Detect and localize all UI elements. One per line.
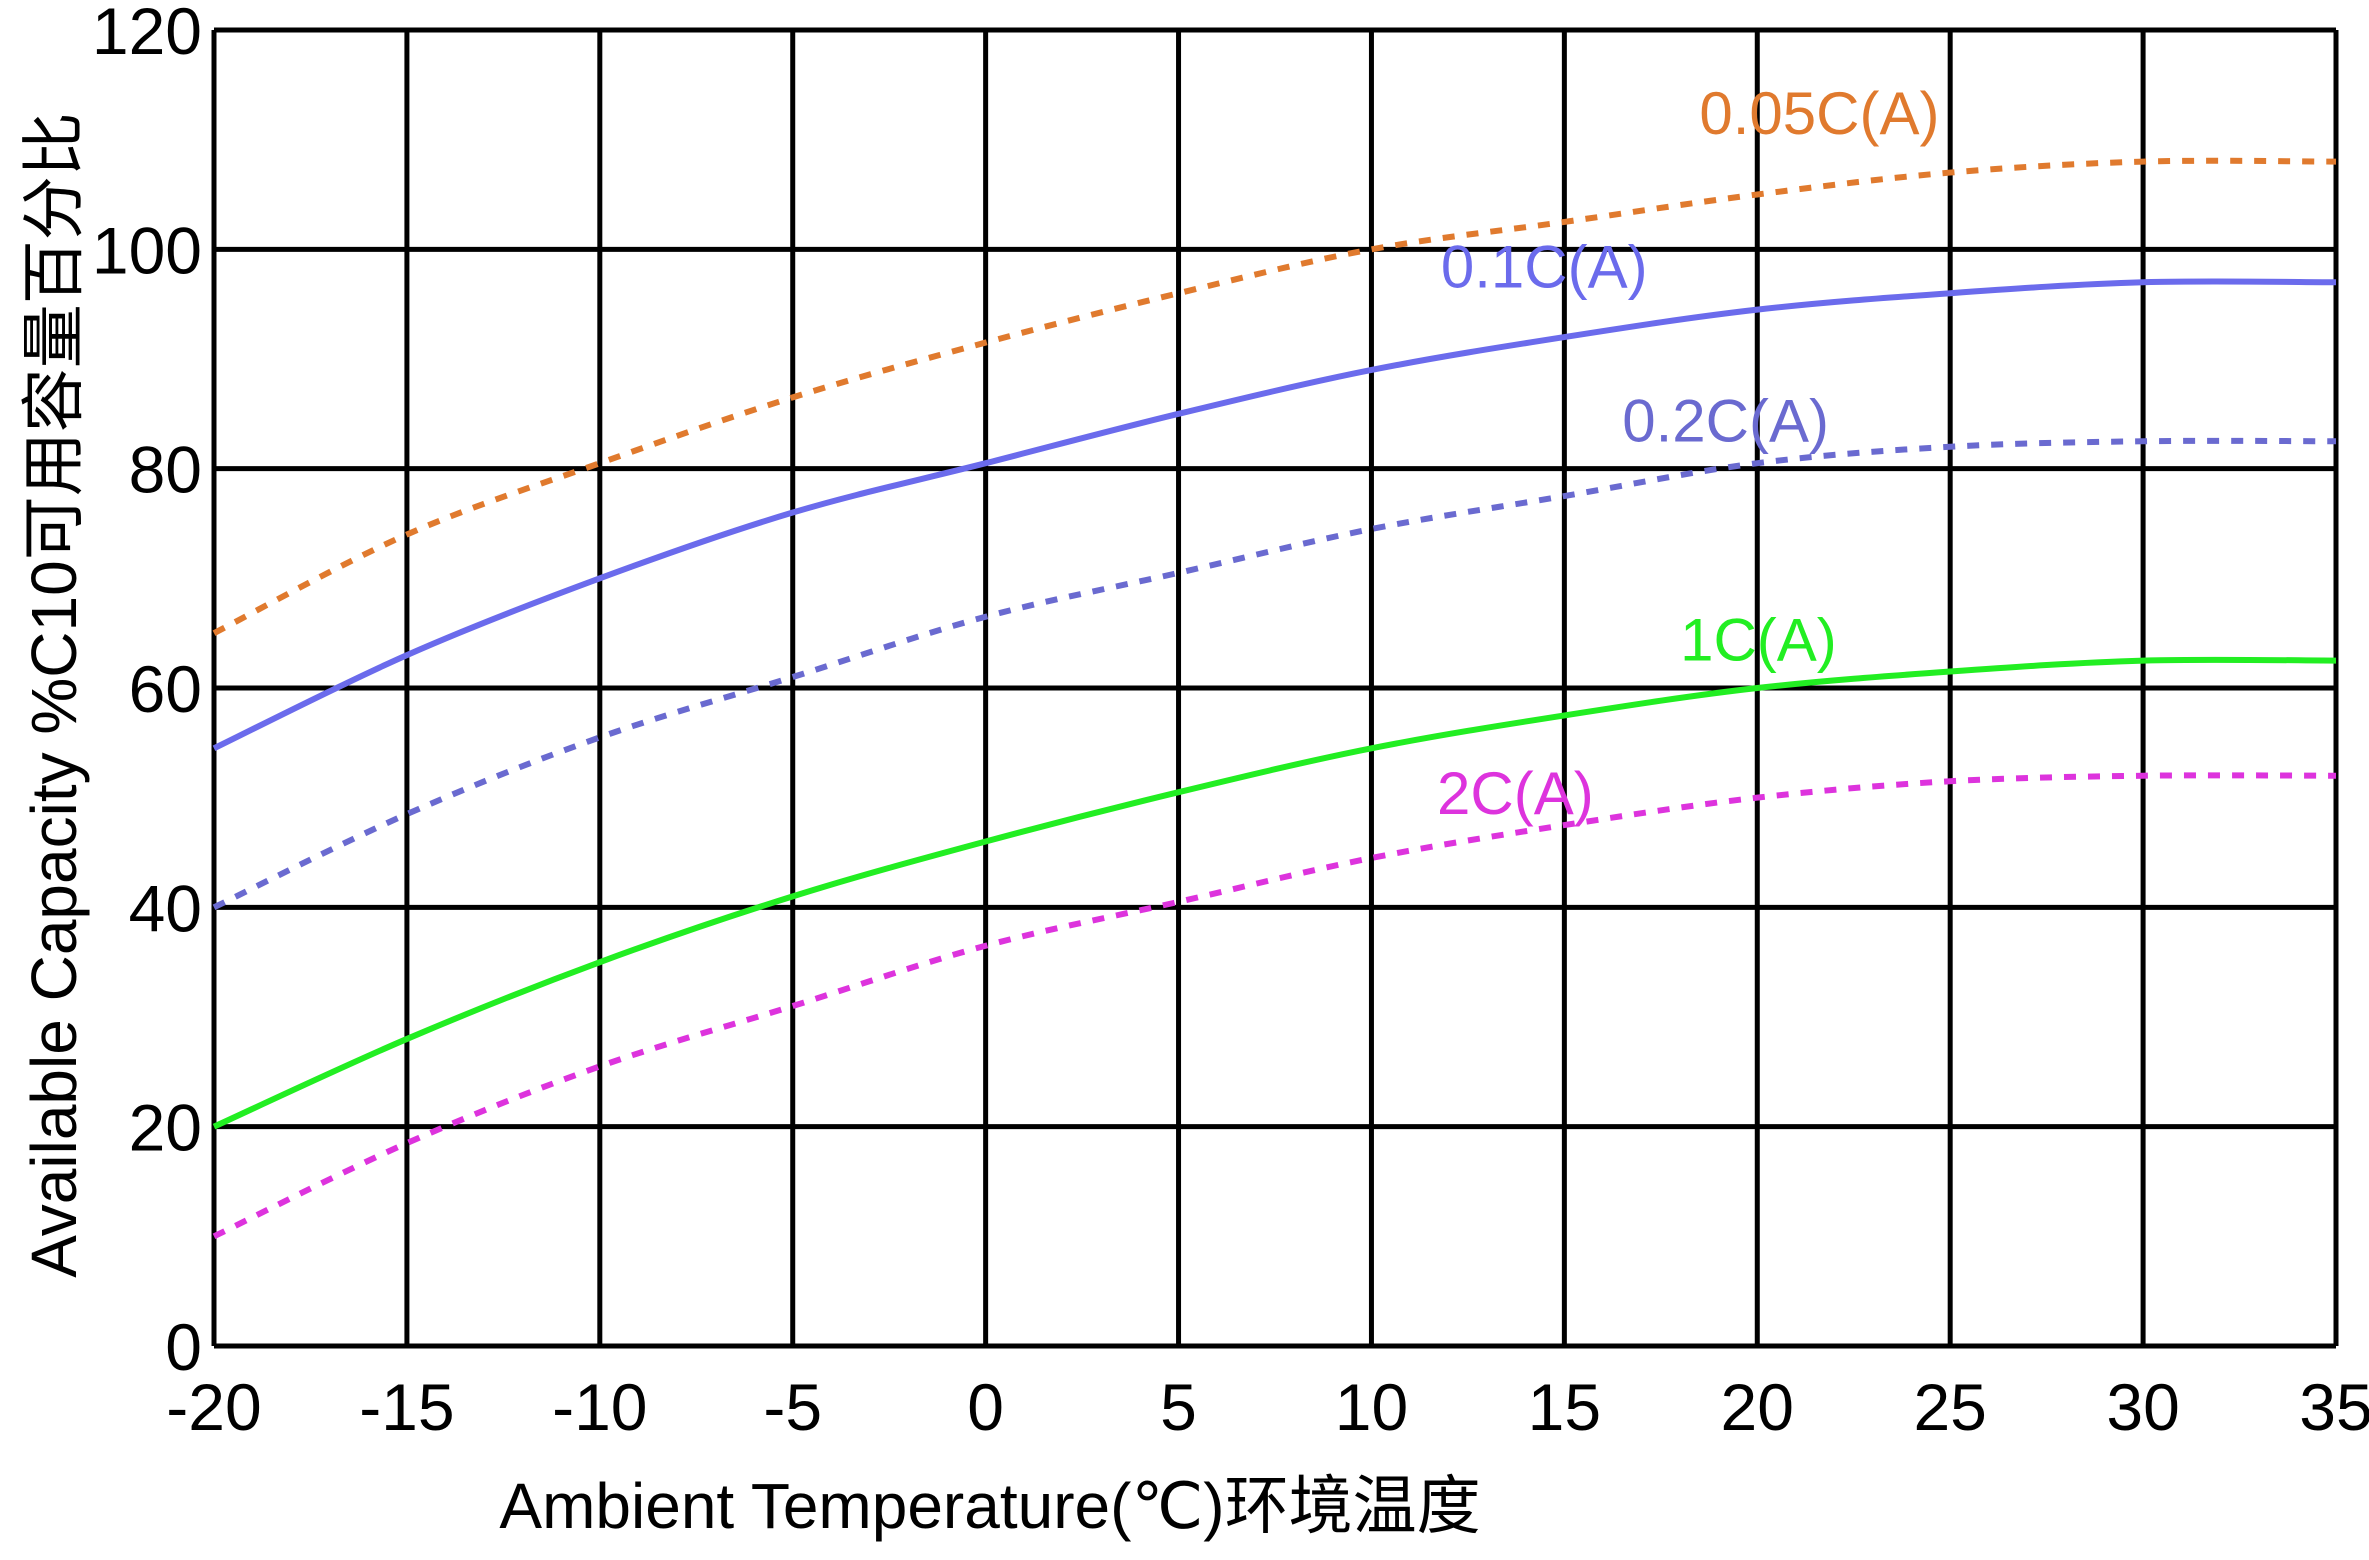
x-axis-title: Ambient Temperature(℃)环境温度 <box>499 1470 1480 1542</box>
x-tick-label-7: 15 <box>1528 1370 1601 1444</box>
y-tick-label-2: 40 <box>129 871 202 945</box>
x-tick-label-2: -10 <box>552 1370 647 1444</box>
series-line-0-1c <box>212 278 2337 752</box>
series-lines <box>212 157 2337 1240</box>
y-tick-label-0: 0 <box>165 1310 202 1384</box>
x-tick-label-8: 20 <box>1721 1370 1794 1444</box>
x-tick-label-5: 5 <box>1160 1370 1197 1444</box>
y-tick-label-1: 20 <box>129 1091 202 1165</box>
x-tick-label-6: 10 <box>1335 1370 1408 1444</box>
x-tick-label-1: -15 <box>359 1370 454 1444</box>
series-label-0-2c: 0.2C(A) <box>1622 387 1829 454</box>
x-tick-label-11: 35 <box>2299 1370 2369 1444</box>
series-label-0-05c: 0.05C(A) <box>1699 80 1939 147</box>
series-label-1c: 1C(A) <box>1680 607 1837 674</box>
x-tick-label-3: -5 <box>763 1370 822 1444</box>
x-tick-label-4: 0 <box>967 1370 1004 1444</box>
x-tick-label-0: -20 <box>166 1370 261 1444</box>
x-tick-label-9: 25 <box>1913 1370 1986 1444</box>
y-tick-label-5: 100 <box>92 213 202 287</box>
series-label-0-1c: 0.1C(A) <box>1441 234 1648 301</box>
series-line-0-05c <box>212 157 2337 636</box>
series-labels: 0.05C(A) 0.1C(A) 0.2C(A) 1C(A) 2C(A) <box>1437 80 1939 827</box>
y-tick-label-6: 120 <box>92 0 202 68</box>
x-tick-label-10: 30 <box>2106 1370 2179 1444</box>
series-line-1c <box>212 656 2337 1130</box>
series-line-2c <box>212 772 2337 1240</box>
tick-labels: -20 -15 -10 -5 0 5 10 15 20 25 30 35 0 20 40 60 80 100 120 <box>92 0 2369 1444</box>
grid <box>211 27 2339 1349</box>
y-tick-label-4: 80 <box>129 433 202 507</box>
y-tick-label-3: 60 <box>129 652 202 726</box>
series-line-0-2c <box>212 437 2337 911</box>
series-label-2c: 2C(A) <box>1437 760 1594 827</box>
y-axis-title: Available Capacity %C10可用容量百分比 <box>18 112 90 1277</box>
